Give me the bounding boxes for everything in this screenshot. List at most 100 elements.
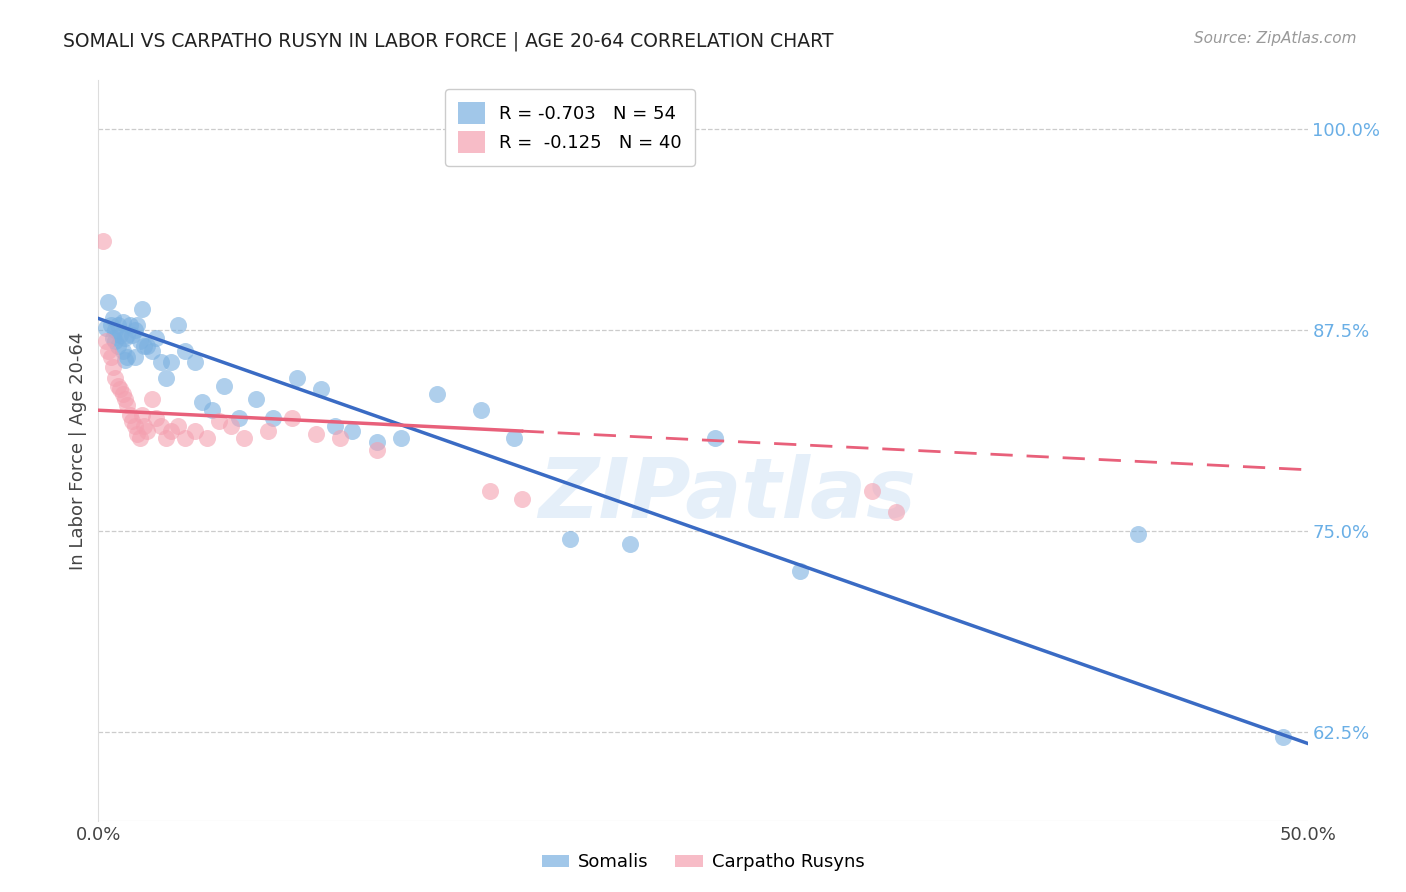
Point [141, 392, 163, 406]
Legend: R = -0.703   N = 54, R =  -0.125   N = 40: R = -0.703 N = 54, R = -0.125 N = 40 [446, 89, 695, 166]
Point [111, 343, 134, 358]
Point [101, 311, 124, 326]
Point [228, 411, 250, 425]
Point [111, 315, 134, 329]
Point [389, 431, 412, 445]
Legend: Somalis, Carpatho Rusyns: Somalis, Carpatho Rusyns [534, 847, 872, 879]
Point [97, 295, 120, 310]
Point [118, 408, 141, 422]
Point [195, 431, 218, 445]
Point [329, 431, 352, 445]
Point [134, 339, 156, 353]
Point [191, 395, 214, 409]
Point [145, 411, 167, 425]
Point [201, 403, 224, 417]
Point [212, 379, 235, 393]
Point [174, 431, 197, 445]
Point [208, 415, 231, 429]
Point [167, 419, 190, 434]
Point [114, 331, 136, 345]
Point [135, 339, 157, 353]
Point [479, 483, 502, 498]
Point [145, 331, 167, 345]
Point [503, 431, 526, 445]
Point [309, 382, 332, 396]
Point [426, 387, 449, 401]
Point [860, 483, 883, 498]
Point [104, 371, 127, 385]
Point [155, 431, 177, 445]
Point [131, 301, 153, 316]
Point [232, 431, 254, 445]
Point [107, 339, 129, 353]
Point [91, 234, 114, 248]
Point [134, 419, 156, 434]
Point [342, 424, 364, 438]
Point [155, 371, 177, 385]
Point [305, 427, 328, 442]
Point [111, 387, 134, 401]
Point [184, 424, 207, 438]
Point [124, 419, 146, 434]
Point [128, 334, 150, 348]
Point [94, 321, 117, 335]
Point [107, 318, 129, 332]
Point [131, 408, 153, 422]
Text: ZIPatlas: ZIPatlas [538, 454, 917, 535]
Point [150, 355, 173, 369]
Point [100, 350, 122, 364]
Point [97, 343, 120, 358]
Point [100, 318, 122, 332]
Point [121, 327, 143, 342]
Point [174, 343, 197, 358]
Point [118, 318, 141, 332]
Point [101, 359, 124, 374]
Point [101, 331, 124, 345]
Point [108, 327, 131, 342]
Point [117, 398, 139, 412]
Point [184, 355, 207, 369]
Point [150, 419, 173, 434]
Point [135, 424, 157, 438]
Point [114, 392, 136, 406]
Point [117, 327, 139, 342]
Point [104, 323, 127, 337]
Point [1272, 730, 1295, 744]
Point [245, 392, 267, 406]
Point [128, 431, 150, 445]
Point [121, 415, 143, 429]
Point [886, 505, 908, 519]
Text: SOMALI VS CARPATHO RUSYN IN LABOR FORCE | AGE 20-64 CORRELATION CHART: SOMALI VS CARPATHO RUSYN IN LABOR FORCE … [63, 31, 834, 51]
Point [325, 419, 347, 434]
Point [366, 443, 388, 458]
Point [127, 318, 149, 332]
Point [470, 403, 492, 417]
Point [124, 350, 146, 364]
Point [281, 411, 304, 425]
Point [141, 343, 163, 358]
Text: Source: ZipAtlas.com: Source: ZipAtlas.com [1194, 31, 1357, 46]
Point [221, 419, 243, 434]
Point [104, 334, 127, 348]
Point [619, 537, 641, 551]
Point [117, 350, 139, 364]
Point [124, 323, 146, 337]
Point [366, 435, 388, 450]
Point [558, 532, 581, 546]
Point [285, 371, 308, 385]
Point [114, 353, 136, 368]
Point [256, 424, 278, 438]
Point [108, 382, 131, 396]
Point [789, 564, 811, 578]
Point [160, 424, 183, 438]
Point [160, 355, 183, 369]
Point [704, 431, 727, 445]
Point [107, 379, 129, 393]
Point [1128, 527, 1150, 541]
Point [94, 334, 117, 348]
Y-axis label: In Labor Force | Age 20-64: In Labor Force | Age 20-64 [69, 331, 87, 570]
Point [167, 318, 190, 332]
Point [262, 411, 284, 425]
Point [127, 427, 149, 442]
Point [510, 491, 533, 506]
